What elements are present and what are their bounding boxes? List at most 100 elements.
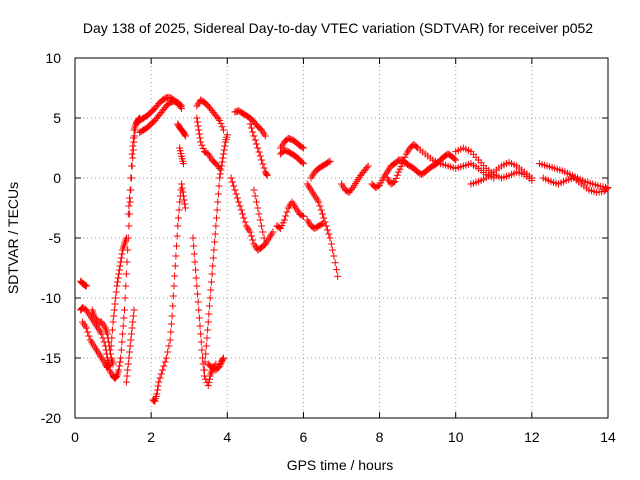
data-point bbox=[180, 192, 188, 200]
x-tick-label: 2 bbox=[147, 429, 155, 445]
data-point bbox=[263, 172, 271, 180]
data-point bbox=[348, 185, 356, 193]
data-point bbox=[390, 178, 398, 186]
data-point bbox=[106, 346, 114, 354]
data-point bbox=[216, 116, 224, 124]
data-point bbox=[116, 262, 124, 270]
data-point bbox=[216, 170, 224, 178]
data-point bbox=[325, 158, 333, 166]
data-point bbox=[194, 122, 202, 130]
data-point bbox=[392, 174, 400, 182]
data-point bbox=[181, 200, 189, 208]
data-point bbox=[216, 362, 224, 370]
data-point bbox=[164, 348, 172, 356]
data-point bbox=[125, 222, 133, 230]
data-points bbox=[77, 94, 612, 405]
series-arc25 bbox=[273, 198, 307, 232]
data-point bbox=[452, 156, 460, 164]
data-point bbox=[213, 206, 221, 214]
series-arc31 bbox=[383, 140, 498, 188]
data-point bbox=[178, 184, 186, 192]
y-tick-label: 0 bbox=[53, 170, 61, 186]
data-point bbox=[219, 355, 227, 363]
data-point bbox=[241, 218, 249, 226]
data-point bbox=[174, 214, 182, 222]
data-point bbox=[174, 222, 182, 230]
data-point bbox=[118, 338, 126, 346]
data-point bbox=[220, 146, 228, 154]
series-arc27 bbox=[307, 157, 334, 182]
data-point bbox=[239, 210, 247, 218]
data-point bbox=[117, 258, 125, 266]
data-point bbox=[116, 358, 124, 366]
series-arc20 bbox=[231, 107, 269, 140]
data-point bbox=[154, 382, 162, 390]
series-arc14 bbox=[189, 234, 220, 390]
data-point bbox=[299, 212, 307, 220]
data-point bbox=[168, 312, 176, 320]
data-point bbox=[393, 171, 401, 179]
series-arc6 bbox=[107, 234, 130, 350]
data-point bbox=[119, 330, 127, 338]
data-point bbox=[103, 330, 111, 338]
data-point bbox=[194, 298, 202, 306]
data-point bbox=[218, 162, 226, 170]
data-point bbox=[155, 378, 163, 386]
data-point bbox=[124, 366, 132, 374]
data-point bbox=[206, 375, 214, 383]
data-point bbox=[111, 300, 119, 308]
x-axis-label: GPS time / hours bbox=[287, 457, 394, 473]
data-point bbox=[233, 194, 241, 202]
data-point bbox=[326, 157, 334, 165]
series-arc29 bbox=[338, 162, 372, 196]
data-point bbox=[298, 143, 306, 151]
data-point bbox=[254, 144, 262, 152]
data-point bbox=[299, 160, 307, 168]
data-point bbox=[82, 324, 90, 332]
series-arc12 bbox=[176, 144, 188, 168]
data-point bbox=[400, 156, 408, 164]
data-point bbox=[156, 374, 164, 382]
data-point bbox=[246, 228, 254, 236]
data-point bbox=[315, 198, 323, 206]
series-arc19 bbox=[227, 174, 269, 254]
data-point bbox=[126, 194, 134, 202]
data-point bbox=[114, 274, 122, 282]
data-point bbox=[326, 234, 334, 242]
data-point bbox=[205, 378, 213, 386]
data-point bbox=[107, 342, 115, 350]
data-point bbox=[252, 198, 260, 206]
data-point bbox=[214, 115, 222, 123]
data-point bbox=[109, 360, 117, 368]
x-tick-label: 12 bbox=[524, 429, 540, 445]
data-point bbox=[181, 132, 189, 140]
x-tick-label: 6 bbox=[300, 429, 308, 445]
y-tick-label: -15 bbox=[41, 350, 61, 366]
data-point bbox=[208, 270, 216, 278]
data-point bbox=[331, 259, 339, 267]
data-point bbox=[122, 270, 130, 278]
data-point bbox=[218, 158, 226, 166]
data-point bbox=[84, 328, 92, 336]
data-point bbox=[219, 154, 227, 162]
data-point bbox=[129, 142, 137, 150]
y-axis-label: SDTVAR / TECUs bbox=[5, 182, 21, 294]
data-point bbox=[166, 336, 174, 344]
data-point bbox=[117, 346, 125, 354]
data-point bbox=[178, 102, 186, 110]
data-point bbox=[126, 342, 134, 350]
data-point bbox=[227, 174, 235, 182]
data-point bbox=[125, 354, 133, 362]
data-point bbox=[126, 186, 134, 194]
data-point bbox=[124, 360, 132, 368]
data-point bbox=[197, 138, 205, 146]
data-point bbox=[214, 198, 222, 206]
data-point bbox=[124, 210, 132, 218]
data-point bbox=[232, 190, 240, 198]
data-point bbox=[318, 220, 326, 228]
data-point bbox=[391, 178, 399, 186]
y-tick-label: -20 bbox=[41, 410, 61, 426]
y-tick-labels: -20 -15 -10 -5 0 5 10 bbox=[41, 50, 61, 426]
data-point bbox=[236, 202, 244, 210]
data-point bbox=[118, 250, 126, 258]
